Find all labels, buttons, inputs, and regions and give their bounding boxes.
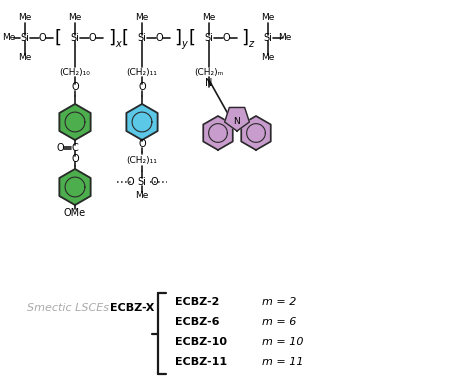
Text: ]: ]: [241, 29, 248, 47]
Text: [: [: [121, 29, 128, 47]
Text: m = 10: m = 10: [262, 337, 303, 347]
Text: Me: Me: [68, 13, 82, 23]
Text: Si: Si: [71, 33, 80, 43]
Text: Me: Me: [135, 13, 149, 23]
Text: ECBZ-11: ECBZ-11: [175, 357, 227, 367]
Text: Me: Me: [18, 13, 32, 23]
Text: (CH₂)₁₁: (CH₂)₁₁: [127, 68, 157, 76]
Text: O: O: [56, 143, 64, 153]
Polygon shape: [127, 104, 157, 140]
Text: m = 11: m = 11: [262, 357, 303, 367]
Text: Si: Si: [137, 177, 146, 187]
Text: [: [: [55, 29, 62, 47]
Text: (CH₂)ₘ: (CH₂)ₘ: [194, 68, 224, 76]
Text: ]: ]: [109, 29, 116, 47]
Text: ECBZ-X: ECBZ-X: [110, 303, 154, 313]
Text: Me: Me: [135, 192, 149, 200]
Text: ECBZ-2: ECBZ-2: [175, 297, 219, 307]
Text: O: O: [38, 33, 46, 43]
Text: ECBZ-10: ECBZ-10: [175, 337, 227, 347]
Text: OMe: OMe: [64, 208, 86, 218]
Text: O: O: [88, 33, 96, 43]
Text: Smectic LSCEs: Smectic LSCEs: [27, 303, 109, 313]
Text: Me: Me: [2, 33, 16, 43]
Text: ]: ]: [174, 29, 182, 47]
Text: O: O: [126, 177, 134, 187]
Text: O: O: [222, 33, 230, 43]
Text: x: x: [115, 39, 121, 49]
Text: O: O: [150, 177, 158, 187]
Polygon shape: [241, 116, 271, 150]
Text: Me: Me: [202, 13, 216, 23]
Text: Si: Si: [20, 33, 29, 43]
Polygon shape: [203, 116, 233, 150]
Text: Me: Me: [261, 13, 275, 23]
Text: C: C: [72, 143, 78, 153]
Text: y: y: [181, 39, 187, 49]
Text: N: N: [205, 78, 213, 88]
Text: m = 6: m = 6: [262, 317, 296, 327]
Text: z: z: [248, 39, 254, 49]
Text: Me: Me: [261, 53, 275, 63]
Text: (CH₂)₁₁: (CH₂)₁₁: [127, 156, 157, 164]
Text: O: O: [71, 154, 79, 164]
Text: O: O: [71, 82, 79, 92]
Text: Si: Si: [137, 33, 146, 43]
Text: m = 2: m = 2: [262, 297, 296, 307]
Polygon shape: [59, 104, 91, 140]
Polygon shape: [59, 169, 91, 205]
Text: O: O: [155, 33, 163, 43]
Text: O: O: [138, 139, 146, 149]
Text: (CH₂)₁₀: (CH₂)₁₀: [60, 68, 91, 76]
Text: Si: Si: [205, 33, 213, 43]
Text: O: O: [138, 82, 146, 92]
Text: Si: Si: [264, 33, 273, 43]
Polygon shape: [225, 108, 249, 131]
Text: ECBZ-6: ECBZ-6: [175, 317, 219, 327]
Text: Me: Me: [18, 53, 32, 63]
Text: [: [: [189, 29, 195, 47]
Text: N: N: [234, 118, 240, 126]
Text: Me: Me: [278, 33, 292, 43]
